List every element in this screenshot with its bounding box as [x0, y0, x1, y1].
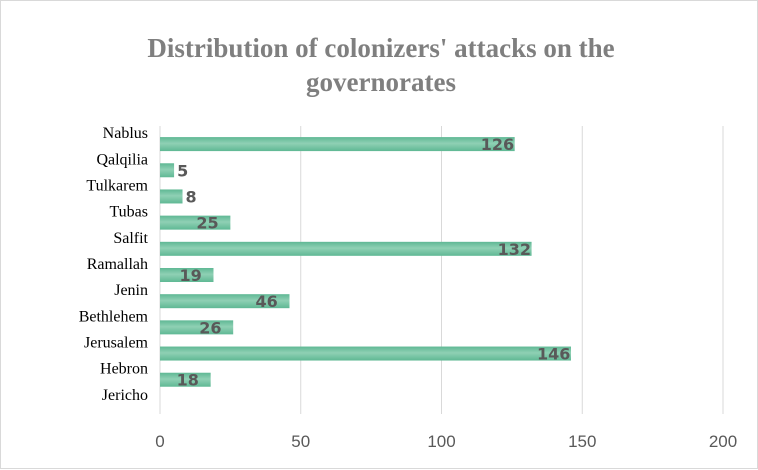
- data-label: 18: [177, 371, 199, 390]
- bar: [160, 189, 183, 204]
- x-tick-label: 100: [427, 432, 455, 451]
- x-tick-label: 0: [155, 432, 164, 451]
- bar: [160, 163, 175, 178]
- category-label: Qalqilia: [96, 151, 148, 168]
- chart-title: Distribution of colonizers' attacks on t…: [147, 33, 615, 97]
- category-label: Tulkarem: [86, 177, 148, 194]
- bar: [160, 346, 571, 361]
- bar: [160, 372, 211, 387]
- category-label: Hebron: [100, 361, 148, 378]
- bar: [160, 137, 515, 152]
- category-label: Ramallah: [87, 256, 148, 273]
- category-label: Jericho: [102, 387, 148, 404]
- category-label: Jenin: [114, 282, 148, 299]
- data-label: 46: [255, 292, 277, 311]
- bar: [160, 294, 290, 309]
- category-label: Salfit: [113, 230, 148, 247]
- category-label: Tubas: [109, 204, 148, 221]
- gridlines: [159, 126, 724, 414]
- data-label: 132: [498, 240, 531, 259]
- category-label: Nablus: [103, 125, 148, 142]
- category-labels: Nablus Qalqilia Tulkarem Tubas Salfit Ramalla…: [79, 125, 149, 404]
- x-tick-label: 150: [568, 432, 596, 451]
- data-label: 146: [537, 345, 570, 364]
- data-labels: 126 5 8 25 132 19 46 26 146 18: [177, 135, 571, 390]
- data-label: 5: [177, 161, 188, 180]
- bar: [160, 215, 231, 230]
- data-label: 25: [196, 214, 218, 233]
- x-tick-label: 50: [291, 432, 310, 451]
- x-axis-ticks: 0 50 100 150 200: [155, 432, 737, 451]
- x-tick-label: 200: [709, 432, 737, 451]
- data-label: 19: [179, 266, 201, 285]
- data-label: 126: [481, 135, 514, 154]
- bars: [160, 137, 571, 387]
- category-label: Bethlehem: [79, 308, 149, 325]
- data-label: 26: [199, 318, 221, 337]
- bar: [160, 241, 532, 256]
- bar: [160, 320, 234, 335]
- data-label: 8: [186, 187, 197, 206]
- bar: [160, 268, 214, 282]
- category-label: Jerusalem: [84, 335, 149, 352]
